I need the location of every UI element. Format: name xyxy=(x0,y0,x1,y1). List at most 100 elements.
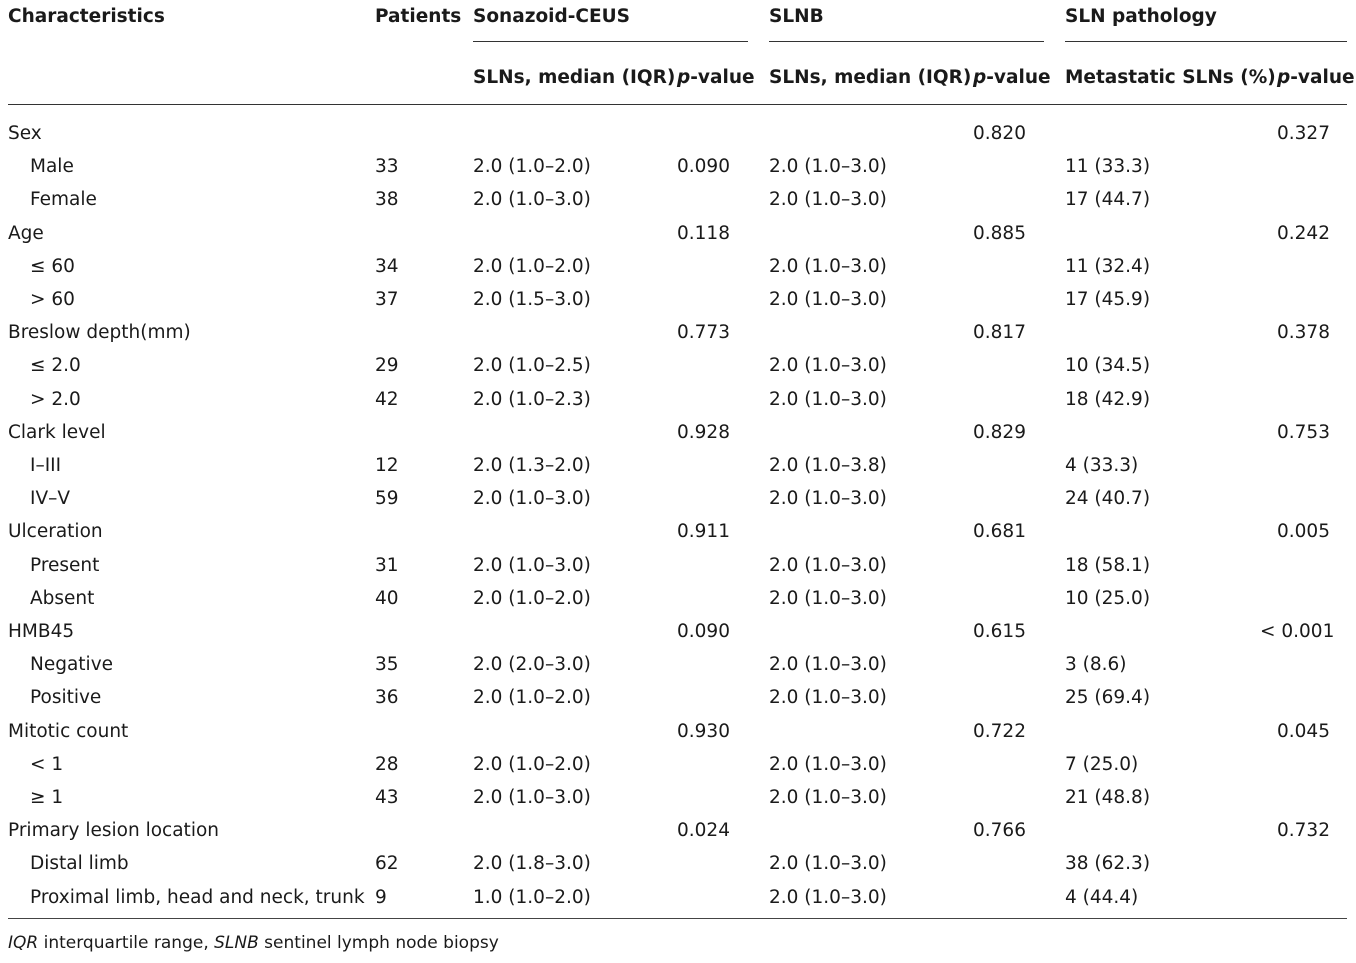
table-row: Sex 0.820 0.327 xyxy=(8,123,1347,156)
cell-patients: 28 xyxy=(375,753,399,775)
cell-ceus-median: 2.0 (1.0–3.0) xyxy=(473,554,591,576)
cell-metastatic-slns: 21 (48.8) xyxy=(1065,787,1151,808)
cell-subgroup-label: I–III xyxy=(30,455,62,476)
spanner-rule-pathology xyxy=(1065,41,1347,42)
table-row: HMB45 0.090 0.615 < 0.001 xyxy=(8,621,1347,654)
cell-metastatic-slns: 4 (44.4) xyxy=(1065,886,1139,908)
cell-patients: 12 xyxy=(375,455,399,476)
cell-subgroup-label: IV–V xyxy=(30,488,71,510)
header-sln-pathology: SLN pathology xyxy=(1065,6,1217,27)
cell-slnb-median: 2.0 (1.0–3.0) xyxy=(769,156,887,178)
cell-slnb-median: 2.0 (1.0–3.0) xyxy=(769,189,887,211)
cell-ceus-median: 2.0 (1.0–2.0) xyxy=(473,687,591,709)
cell-metastatic-slns: 18 (42.9) xyxy=(1065,388,1151,410)
cell-slnb-pvalue: 0.722 xyxy=(973,720,1026,742)
cell-patients: 29 xyxy=(375,355,399,377)
cell-ceus-pvalue: 0.930 xyxy=(677,720,730,742)
cell-slnb-pvalue: 0.829 xyxy=(973,421,1026,443)
cell-patients: 36 xyxy=(375,687,399,709)
cell-patients: 40 xyxy=(375,587,399,609)
cell-metastatic-slns: 10 (25.0) xyxy=(1065,587,1151,609)
cell-ceus-median: 2.0 (1.0–2.3) xyxy=(473,388,591,410)
cell-ceus-median: 2.0 (1.0–2.0) xyxy=(473,156,591,178)
cell-subgroup-label: > 60 xyxy=(30,289,75,310)
table-row: < 1 28 2.0 (1.0–2.0) 2.0 (1.0–3.0) 7 (25.0) xyxy=(8,754,1347,787)
cell-patients: 9 xyxy=(375,886,387,908)
cell-slnb-median: 2.0 (1.0–3.0) xyxy=(769,654,887,676)
table-row: > 60 37 2.0 (1.5–3.0) 2.0 (1.0–3.0) 17 (45.9… xyxy=(8,289,1347,322)
bottom-rule xyxy=(8,918,1347,919)
cell-slnb-median: 2.0 (1.0–3.0) xyxy=(769,289,887,310)
cell-metastatic-slns: 17 (44.7) xyxy=(1065,189,1151,211)
cell-patients: 62 xyxy=(375,853,399,875)
cell-slnb-median: 2.0 (1.0–3.0) xyxy=(769,587,887,609)
subheader-pathology-pvalue: p-value xyxy=(1277,67,1355,88)
table-row: Breslow depth(mm) 0.773 0.817 0.378 xyxy=(8,322,1347,355)
cell-patients: 33 xyxy=(375,156,399,178)
table-row: ≤ 2.0 29 2.0 (1.0–2.5) 2.0 (1.0–3.0) 10 (34.… xyxy=(8,355,1347,388)
cell-metastatic-slns: 25 (69.4) xyxy=(1065,687,1151,709)
cell-slnb-median: 2.0 (1.0–3.8) xyxy=(769,455,887,476)
cell-ceus-pvalue: 0.928 xyxy=(677,421,730,443)
footnote-abbr-iqr: IQR xyxy=(8,933,39,953)
cell-characteristic-label: Primary lesion location xyxy=(8,820,219,842)
cell-subgroup-label: ≤ 2.0 xyxy=(30,355,81,377)
table-row: > 2.0 42 2.0 (1.0–2.3) 2.0 (1.0–3.0) 18 (42.… xyxy=(8,389,1347,422)
subheader-ceus-slns: SLNs, median (IQR) xyxy=(473,67,676,88)
cell-slnb-median: 2.0 (1.0–3.0) xyxy=(769,388,887,410)
cell-metastatic-slns: 4 (33.3) xyxy=(1065,455,1139,476)
header-patients: Patients xyxy=(375,6,462,27)
cell-slnb-median: 2.0 (1.0–3.0) xyxy=(769,255,887,277)
cell-subgroup-label: < 1 xyxy=(30,753,64,775)
cell-characteristic-label: HMB45 xyxy=(8,621,75,642)
cell-subgroup-label: Distal limb xyxy=(30,853,129,875)
cell-ceus-median: 2.0 (1.5–3.0) xyxy=(473,289,591,310)
table-row: Present 31 2.0 (1.0–3.0) 2.0 (1.0–3.0) 18 (5… xyxy=(8,555,1347,588)
cell-metastatic-slns: 38 (62.3) xyxy=(1065,853,1151,875)
cell-subgroup-label: ≥ 1 xyxy=(30,787,64,808)
table-row: Proximal limb, head and neck, trunk 9 1.0 … xyxy=(8,887,1347,920)
cell-slnb-pvalue: 0.817 xyxy=(973,322,1026,344)
cell-ceus-median: 2.0 (1.0–3.0) xyxy=(473,488,591,510)
cell-metastatic-slns: 24 (40.7) xyxy=(1065,488,1151,510)
cell-ceus-pvalue: 0.118 xyxy=(677,222,730,244)
cell-characteristic-label: Age xyxy=(8,222,44,244)
header-characteristics: Characteristics xyxy=(8,6,165,27)
cell-slnb-median: 2.0 (1.0–3.0) xyxy=(769,753,887,775)
cell-patients: 42 xyxy=(375,388,399,410)
cell-metastatic-slns: 11 (33.3) xyxy=(1065,156,1151,178)
cell-subgroup-label: Negative xyxy=(30,654,114,676)
subheader-slnb-pvalue: p-value xyxy=(973,67,1051,88)
cell-slnb-median: 2.0 (1.0–3.0) xyxy=(769,787,887,808)
cell-characteristic-label: Sex xyxy=(8,123,42,144)
table-row: Male 33 2.0 (1.0–2.0) 0.090 2.0 (1.0–3.0) 11 … xyxy=(8,156,1347,189)
cell-subgroup-label: Absent xyxy=(30,587,95,609)
table-row: Negative 35 2.0 (2.0–3.0) 2.0 (1.0–3.0) 3 (8… xyxy=(8,654,1347,687)
cell-subgroup-label: Female xyxy=(30,189,97,211)
table-row: Positive 36 2.0 (1.0–2.0) 2.0 (1.0–3.0) 25 (… xyxy=(8,687,1347,720)
cell-metastatic-slns: 3 (8.6) xyxy=(1065,654,1127,676)
table-footnote: IQR interquartile range, SLNB sentinel l… xyxy=(8,932,499,954)
cell-subgroup-label: ≤ 60 xyxy=(30,255,75,277)
cell-pathology-pvalue: 0.378 xyxy=(1277,322,1330,344)
cell-subgroup-label: Proximal limb, head and neck, trunk xyxy=(30,886,365,908)
table-row: I–III 12 2.0 (1.3–2.0) 2.0 (1.0–3.8) 4 (33.3… xyxy=(8,455,1347,488)
cell-pathology-pvalue: < 0.001 xyxy=(1260,621,1335,642)
cell-metastatic-slns: 18 (58.1) xyxy=(1065,554,1151,576)
cell-pathology-pvalue: 0.327 xyxy=(1277,123,1330,144)
cell-characteristic-label: Ulceration xyxy=(8,521,103,543)
cell-slnb-median: 2.0 (1.0–3.0) xyxy=(769,886,887,908)
cell-ceus-median: 2.0 (1.0–2.0) xyxy=(473,587,591,609)
table-row: IV–V 59 2.0 (1.0–3.0) 2.0 (1.0–3.0) 24 (40.7… xyxy=(8,488,1347,521)
cell-metastatic-slns: 7 (25.0) xyxy=(1065,753,1139,775)
cell-characteristic-label: Breslow depth(mm) xyxy=(8,322,191,344)
cell-ceus-median: 2.0 (2.0–3.0) xyxy=(473,654,591,676)
cell-metastatic-slns: 17 (45.9) xyxy=(1065,289,1151,310)
table-row: ≥ 1 43 2.0 (1.0–3.0) 2.0 (1.0–3.0) 21 (48.8) xyxy=(8,787,1347,820)
cell-slnb-median: 2.0 (1.0–3.0) xyxy=(769,488,887,510)
cell-ceus-median: 2.0 (1.8–3.0) xyxy=(473,853,591,875)
cell-pathology-pvalue: 0.242 xyxy=(1277,222,1330,244)
cell-ceus-median: 2.0 (1.3–2.0) xyxy=(473,455,591,476)
header-slnb: SLNB xyxy=(769,6,824,27)
cell-slnb-pvalue: 0.885 xyxy=(973,222,1026,244)
